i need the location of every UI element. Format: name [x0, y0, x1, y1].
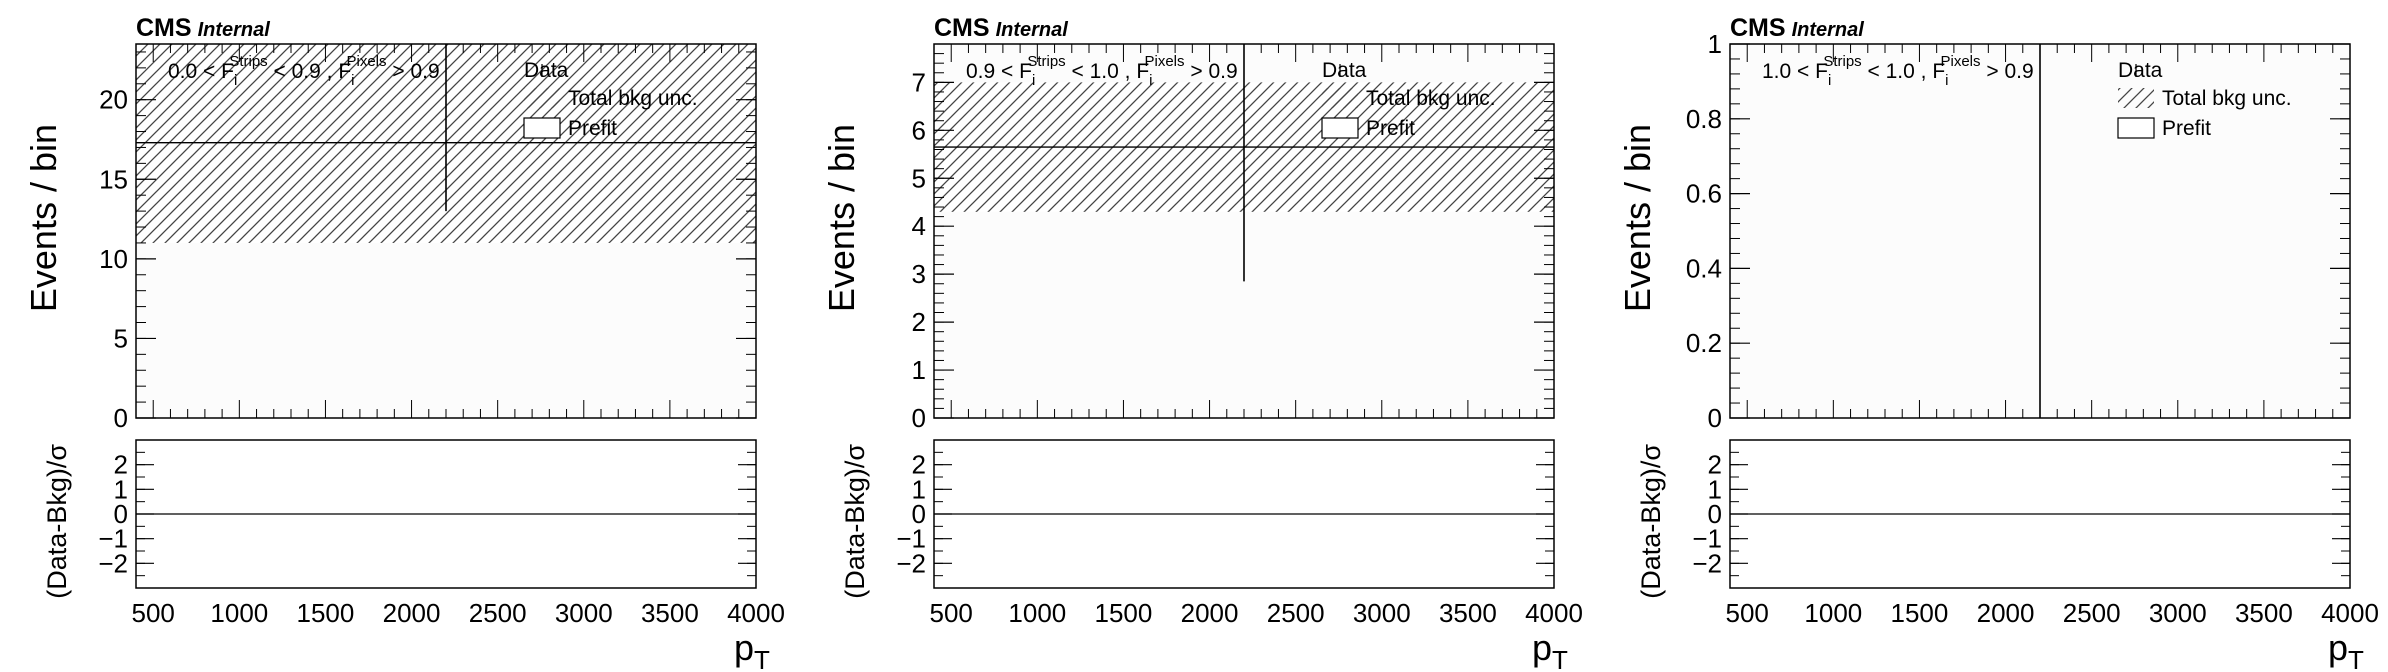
x-tick-label: 2500	[2063, 598, 2121, 628]
y-tick-label: 3	[912, 259, 926, 289]
y-tick-label: 0.8	[1686, 104, 1722, 134]
legend-prefit-label: Prefit	[568, 117, 617, 140]
x-tick-label: 1000	[1008, 598, 1066, 628]
x-tick-label: 3500	[641, 598, 699, 628]
legend-unc-label: Total bkg unc.	[2162, 87, 2292, 110]
region-label: 1.0 < FiStrips < 1.0 , FiPixels > 0.9	[1762, 53, 2034, 89]
y-tick-label: 0	[912, 403, 926, 433]
legend-unc-swatch	[1322, 88, 1358, 108]
y-tick-label: 20	[99, 85, 128, 115]
ratio-y-tick-label: 2	[114, 450, 128, 480]
chart-panel-3: 1.0 < FiStrips < 1.0 , FiPixels > 0.9 Dat…	[1617, 14, 2379, 672]
x-tick-label: 500	[1726, 598, 1769, 628]
y-tick-label: 0	[1708, 403, 1722, 433]
legend-data-label: Data	[2118, 59, 2163, 82]
x-tick-label: 1000	[210, 598, 268, 628]
ratio-y-axis-label: (Data-Bkg)/σ	[840, 444, 870, 599]
legend: Data Total bkg unc. Prefit	[2117, 59, 2292, 140]
ratio-y-tick-label: 1	[912, 474, 926, 504]
cms-label: CMS Internal	[1730, 14, 1864, 42]
legend-prefit-swatch	[1321, 117, 1359, 139]
x-tick-label: 1000	[1804, 598, 1862, 628]
y-tick-label: 0.2	[1686, 328, 1722, 358]
cms-label: CMS Internal	[934, 14, 1068, 42]
y-tick-label: 10	[99, 244, 128, 274]
x-axis-label: pT	[2328, 627, 2364, 672]
y-axis-label: Events / bin	[821, 124, 862, 312]
x-tick-label: 3000	[2149, 598, 2207, 628]
y-tick-label: 0.6	[1686, 179, 1722, 209]
y-axis-label: Events / bin	[23, 124, 64, 312]
y-tick-label: 0.4	[1686, 253, 1722, 283]
legend: Data Total bkg unc. Prefit	[523, 59, 698, 140]
y-tick-label: 15	[99, 164, 128, 194]
ratio-y-tick-label: 0	[114, 499, 128, 529]
y-tick-label: 1	[912, 355, 926, 385]
legend-unc-label: Total bkg unc.	[1366, 87, 1496, 110]
y-tick-label: 4	[912, 211, 926, 241]
ratio-y-axis-label: (Data-Bkg)/σ	[42, 444, 72, 599]
ratio-y-tick-label: −1	[1692, 524, 1722, 554]
x-tick-label: 2500	[1267, 598, 1325, 628]
chart-panel-1: 0.0 < FiStrips < 0.9 , FiPixels > 0.9 Dat…	[23, 14, 785, 672]
legend-prefit-label: Prefit	[1366, 117, 1415, 140]
y-tick-label: 2	[912, 307, 926, 337]
legend-prefit-label: Prefit	[2162, 117, 2211, 140]
ratio-y-tick-label: 0	[912, 499, 926, 529]
legend-data-label: Data	[524, 59, 569, 82]
legend-unc-label: Total bkg unc.	[568, 87, 698, 110]
ratio-y-tick-label: −1	[98, 524, 128, 554]
x-tick-label: 3500	[2235, 598, 2293, 628]
legend-data-label: Data	[1322, 59, 1367, 82]
x-axis-label: pT	[1532, 627, 1568, 672]
ratio-y-tick-label: −2	[1692, 548, 1722, 578]
ratio-y-tick-label: 0	[1708, 499, 1722, 529]
y-tick-label: 0	[114, 403, 128, 433]
y-tick-label: 5	[114, 323, 128, 353]
ratio-y-axis-label: (Data-Bkg)/σ	[1636, 444, 1666, 599]
x-tick-label: 1500	[1891, 598, 1949, 628]
cms-label: CMS Internal	[136, 14, 270, 42]
chart-panel-2: 0.9 < FiStrips < 1.0 , FiPixels > 0.9 Dat…	[821, 14, 1583, 672]
legend-prefit-swatch	[523, 117, 561, 139]
y-tick-label: 7	[912, 67, 926, 97]
x-tick-label: 2500	[469, 598, 527, 628]
ratio-y-tick-label: 1	[114, 474, 128, 504]
x-tick-label: 4000	[727, 598, 785, 628]
ratio-y-tick-label: 2	[1708, 450, 1722, 480]
legend-unc-swatch	[2118, 88, 2154, 108]
region-label: 0.0 < FiStrips < 0.9 , FiPixels > 0.9	[168, 53, 440, 89]
legend: Data Total bkg unc. Prefit	[1321, 59, 1496, 140]
x-tick-label: 1500	[1095, 598, 1153, 628]
ratio-y-tick-label: 2	[912, 450, 926, 480]
x-tick-label: 3000	[555, 598, 613, 628]
ratio-y-tick-label: 1	[1708, 474, 1722, 504]
y-tick-label: 6	[912, 115, 926, 145]
x-tick-label: 500	[930, 598, 973, 628]
y-axis-label: Events / bin	[1617, 124, 1658, 312]
y-tick-label: 5	[912, 163, 926, 193]
x-tick-label: 500	[132, 598, 175, 628]
x-tick-label: 4000	[2321, 598, 2379, 628]
legend-prefit-swatch	[2117, 117, 2155, 139]
x-tick-label: 3500	[1439, 598, 1497, 628]
legend-unc-swatch	[524, 88, 560, 108]
x-tick-label: 2000	[1977, 598, 2035, 628]
x-axis-label: pT	[734, 627, 770, 672]
ratio-y-tick-label: −2	[896, 548, 926, 578]
ratio-y-tick-label: −2	[98, 548, 128, 578]
y-tick-label: 1	[1708, 29, 1722, 59]
x-tick-label: 2000	[1181, 598, 1239, 628]
x-tick-label: 3000	[1353, 598, 1411, 628]
region-label: 0.9 < FiStrips < 1.0 , FiPixels > 0.9	[966, 53, 1238, 89]
ratio-y-tick-label: −1	[896, 524, 926, 554]
x-tick-label: 1500	[297, 598, 355, 628]
x-tick-label: 4000	[1525, 598, 1583, 628]
x-tick-label: 2000	[383, 598, 441, 628]
